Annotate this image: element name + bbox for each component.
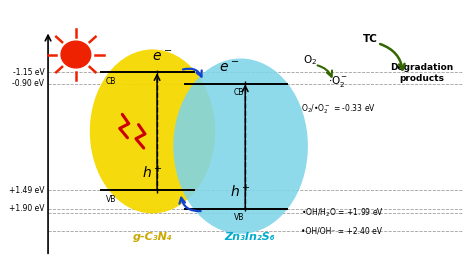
Text: Degradation
products: Degradation products	[390, 63, 453, 83]
Text: •OH/H$_2$O = +1.99 eV: •OH/H$_2$O = +1.99 eV	[301, 206, 384, 219]
Text: $e^-$: $e^-$	[219, 61, 239, 75]
Text: $h^+$: $h^+$	[142, 164, 163, 181]
Text: VB: VB	[106, 195, 117, 203]
Text: -0.90 eV: -0.90 eV	[12, 79, 45, 88]
Ellipse shape	[90, 49, 215, 213]
Text: -1.15 eV: -1.15 eV	[13, 68, 45, 77]
Circle shape	[61, 41, 91, 68]
Text: $e^-$: $e^-$	[152, 49, 172, 64]
Text: $h^+$: $h^+$	[230, 182, 251, 200]
Text: CB: CB	[106, 77, 117, 86]
Ellipse shape	[173, 59, 308, 234]
Text: Zn₃In₂S₆: Zn₃In₂S₆	[225, 232, 275, 242]
Text: +1.90 eV: +1.90 eV	[9, 204, 45, 213]
Text: g-C₃N₄: g-C₃N₄	[133, 232, 173, 242]
Text: O$_2$/•O$_2^-$ = -0.33 eV: O$_2$/•O$_2^-$ = -0.33 eV	[301, 102, 376, 116]
Text: $\cdot$O$_2^-$: $\cdot$O$_2^-$	[328, 74, 348, 89]
Text: CB: CB	[234, 88, 244, 97]
Text: •OH/OH⁻ = +2.40 eV: •OH/OH⁻ = +2.40 eV	[301, 227, 382, 236]
Text: O$_2$: O$_2$	[303, 54, 317, 68]
Text: TC: TC	[363, 34, 378, 44]
Text: +1.49 eV: +1.49 eV	[9, 186, 45, 195]
Text: VB: VB	[234, 213, 244, 222]
